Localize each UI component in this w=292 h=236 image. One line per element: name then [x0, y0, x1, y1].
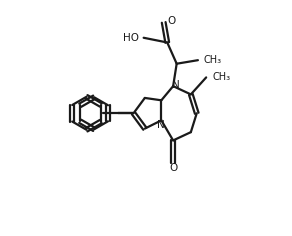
Text: O: O	[169, 163, 178, 173]
Text: N: N	[172, 80, 180, 90]
Text: CH₃: CH₃	[212, 72, 230, 82]
Text: CH₃: CH₃	[204, 55, 222, 65]
Text: O: O	[167, 16, 175, 26]
Text: N: N	[157, 120, 165, 130]
Text: HO: HO	[124, 33, 139, 43]
